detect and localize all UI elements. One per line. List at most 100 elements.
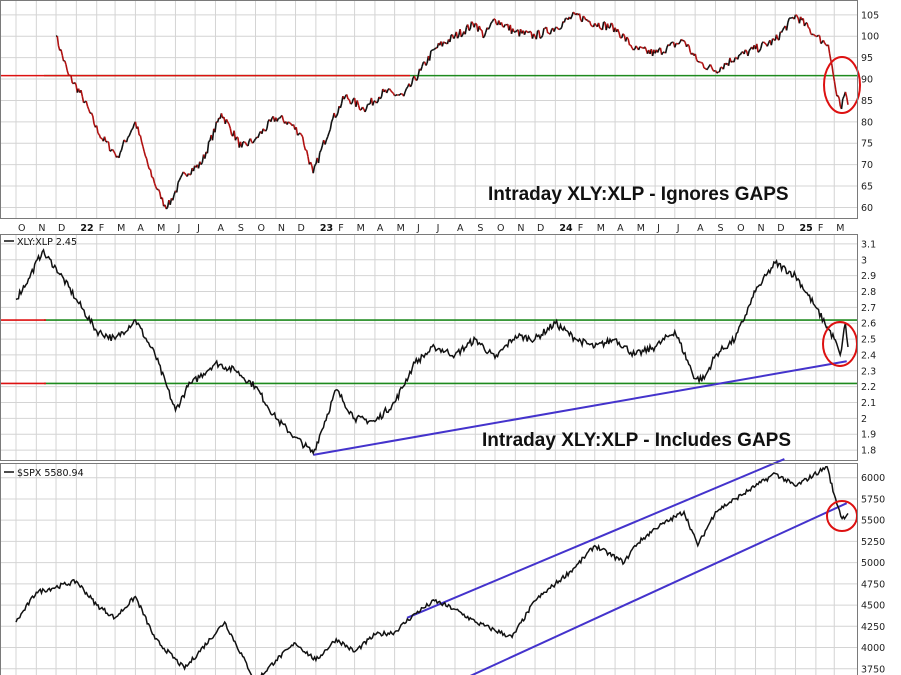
x-tick-label: A	[137, 223, 144, 234]
price-segment	[251, 141, 254, 144]
price-segment	[716, 71, 719, 74]
price-segment	[780, 31, 782, 34]
price-segment	[249, 138, 253, 143]
x-tick-label: A	[377, 223, 384, 234]
price-segment	[420, 66, 423, 71]
price-segment	[722, 63, 726, 70]
price-segment	[563, 18, 567, 23]
price-segment	[356, 100, 360, 106]
price-segment	[590, 24, 593, 27]
price-series	[55, 11, 849, 210]
price-segment	[535, 30, 539, 40]
price-segment	[469, 21, 473, 30]
price-segment	[816, 34, 819, 38]
price-segment	[459, 28, 463, 38]
date-axis: O N D 22 F M A M J J A S O N D 23 F M A M J J A S O N D 24 F M A M J J A S O…	[18, 223, 844, 234]
panel-background	[0, 234, 857, 460]
price-segment	[287, 121, 291, 124]
price-segment	[736, 54, 740, 60]
price-segment	[234, 136, 238, 141]
x-tick-label: M	[397, 223, 405, 234]
price-segment	[97, 132, 100, 136]
price-segment	[569, 15, 573, 20]
x-tick-label: J	[436, 223, 440, 234]
price-segment	[395, 94, 398, 97]
x-tick-label: J	[656, 223, 660, 234]
price-segment	[491, 18, 495, 22]
price-segment	[601, 21, 605, 30]
price-segment	[92, 115, 95, 125]
trendline	[406, 458, 785, 619]
price-segment	[838, 98, 842, 107]
price-segment	[204, 151, 207, 159]
price-segment	[325, 136, 329, 141]
price-segment	[86, 105, 90, 110]
price-segment	[254, 136, 258, 140]
price-segment	[549, 29, 553, 35]
x-tick-label: N	[517, 223, 524, 234]
price-segment	[825, 44, 828, 47]
price-segment	[301, 136, 305, 146]
price-segment	[299, 132, 303, 136]
price-segment	[680, 38, 684, 42]
y-tick-label: 5000	[861, 558, 885, 569]
price-segment	[130, 127, 134, 131]
price-segment	[837, 95, 840, 99]
price-segment	[208, 140, 211, 143]
y-tick-label: 4750	[861, 579, 885, 590]
price-segment	[339, 103, 343, 109]
price-segment	[409, 84, 413, 88]
price-segment	[68, 74, 71, 77]
price-segment	[74, 82, 77, 85]
y-tick-label: 6000	[861, 473, 885, 484]
price-segment	[142, 146, 145, 152]
price-segment	[148, 168, 151, 171]
price-segment	[795, 14, 798, 17]
price-segment	[413, 75, 417, 80]
price-segment	[337, 106, 340, 114]
price-segment	[787, 18, 790, 23]
price-segment	[778, 31, 782, 41]
trendlines	[313, 360, 847, 456]
price-segment	[527, 30, 531, 34]
y-tick-label: 2.6	[861, 319, 876, 330]
y-tick-label: 70	[861, 160, 873, 171]
y-tick-label: 2.5	[861, 335, 876, 346]
price-segment	[468, 28, 471, 32]
price-segment	[526, 31, 529, 34]
price-segment	[840, 98, 844, 110]
price-line	[15, 465, 849, 675]
panel-background	[0, 463, 857, 675]
x-tick-label: O	[258, 223, 265, 234]
x-tick-label: F	[578, 223, 583, 234]
x-tick-label: D	[537, 223, 544, 234]
price-segment	[833, 80, 837, 90]
price-segment	[312, 165, 316, 174]
price-segment	[70, 75, 74, 84]
price-segment	[328, 129, 332, 134]
price-segment	[404, 88, 408, 93]
price-segment	[585, 18, 588, 21]
price-segment	[295, 127, 299, 136]
price-segment	[247, 140, 250, 147]
price-segment	[278, 116, 282, 119]
x-tick-label: N	[38, 223, 45, 234]
price-segment	[345, 94, 349, 100]
trendlines	[406, 458, 848, 675]
panel-frame	[0, 234, 858, 461]
price-segment	[533, 33, 536, 37]
price-segment	[541, 28, 545, 36]
price-segment	[357, 104, 361, 111]
price-segment	[772, 37, 775, 41]
price-segment	[335, 112, 339, 117]
price-segment	[608, 26, 611, 29]
price-segment	[375, 101, 379, 104]
price-segment	[695, 58, 699, 63]
price-segment	[228, 123, 232, 129]
price-segment	[155, 186, 158, 190]
price-segment	[712, 69, 715, 72]
price-segment	[410, 77, 414, 85]
price-segment	[683, 40, 686, 43]
price-segment	[558, 28, 561, 31]
price-segment	[144, 155, 148, 159]
